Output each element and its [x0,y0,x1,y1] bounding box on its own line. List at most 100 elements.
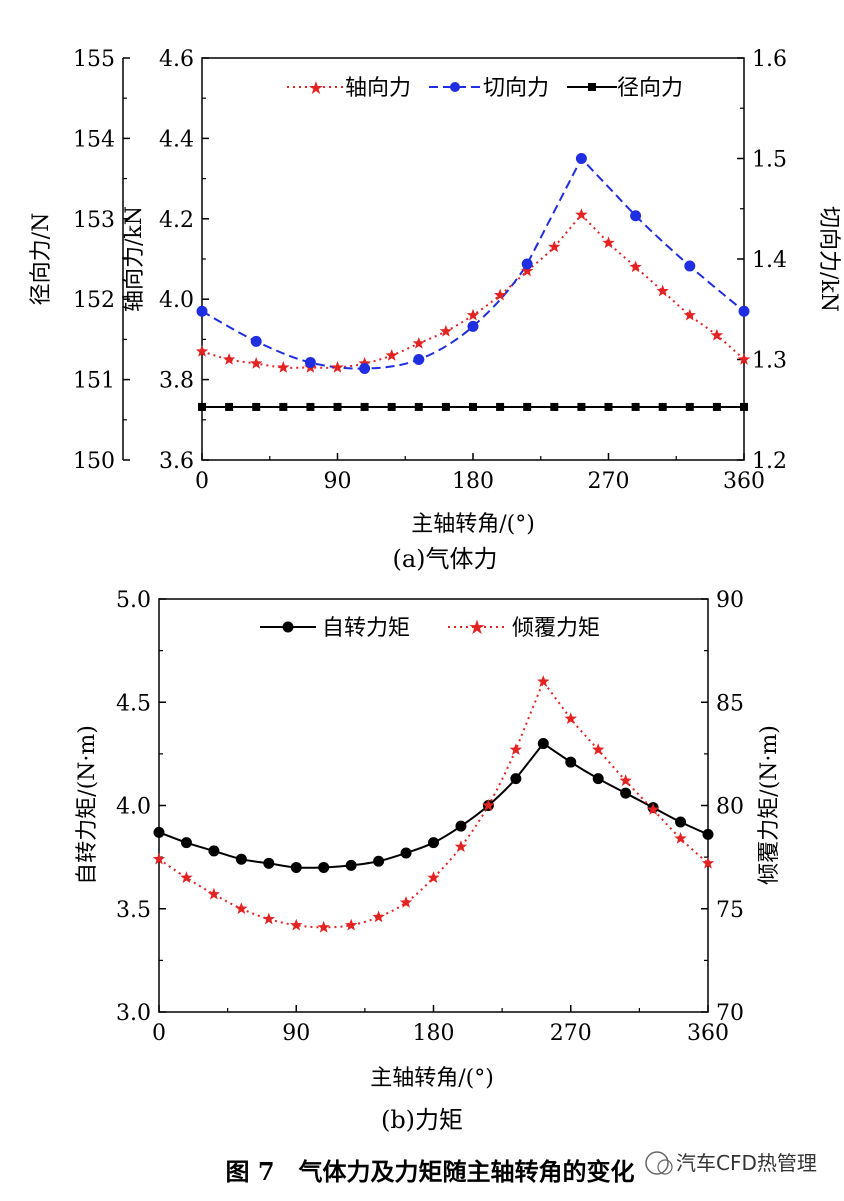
data-point-切向力 [630,210,642,222]
y-tick-label: 155 [73,47,115,72]
data-point-轴向力 [493,288,507,301]
data-point-自转力矩 [318,861,330,873]
data-point-轴向力 [439,324,453,337]
data-point-自转力矩 [702,828,714,840]
data-point-径向力 [279,402,288,411]
watermark-text: 汽车CFD热管理 [676,1151,817,1175]
data-point-径向力 [441,402,450,411]
data-point-自转力矩 [235,853,247,865]
data-point-倾覆力矩 [674,832,687,844]
data-point-径向力 [577,402,586,411]
data-point-轴向力 [466,308,480,321]
data-point-自转力矩 [537,738,549,750]
x-tick-label: 360 [687,1021,729,1046]
y-tick-label: 154 [73,127,115,152]
data-point-径向力 [360,402,369,411]
chart-a-legend: ★ 轴向力 切向力 径向力 [287,76,683,101]
data-point-自转力矩 [208,845,220,857]
chart-a-caption: (a)气体力 [392,545,497,573]
data-point-倾覆力矩 [262,912,275,925]
data-point-切向力 [196,305,208,317]
x-tick-label: 90 [282,1021,310,1046]
data-point-径向力 [685,402,694,411]
y-tick-label: 4.4 [159,127,194,152]
data-point-倾覆力矩 [290,918,303,931]
x-tick-label: 0 [152,1021,166,1046]
y-tick-label: 80 [716,795,744,820]
data-point-倾覆力矩 [344,918,358,931]
y-tick-label: 151 [73,369,115,394]
y-tick-label: 4.0 [159,288,194,313]
data-point-倾覆力矩 [619,774,632,786]
legend-b-circle-marker [282,621,294,633]
data-point-自转力矩 [180,837,192,849]
y-tick-label: 1.6 [752,47,787,72]
data-point-径向力 [198,402,206,411]
y-tick-label: 3.5 [116,898,151,923]
chart-b-caption: (b)力矩 [381,1106,463,1134]
y-tick-label: 3.6 [159,449,194,474]
data-point-切向力 [684,260,696,272]
data-point-轴向力 [575,208,588,221]
y-tick-label: 85 [716,691,744,716]
x-tick-label: 270 [550,1021,592,1046]
x-tick-label: 360 [723,469,765,494]
data-point-径向力 [550,402,559,411]
data-point-倾覆力矩 [372,910,385,923]
data-point-轴向力 [629,260,642,273]
data-point-径向力 [604,402,613,411]
y-tick-label: 3.8 [159,369,194,394]
data-point-自转力矩 [290,861,302,873]
data-point-轴向力 [358,357,371,369]
y-tick-label: 4.2 [159,208,194,233]
data-point-径向力 [658,402,667,411]
legend-a-radial: 径向力 [617,76,683,101]
data-point-自转力矩 [373,855,385,867]
data-point-切向力 [413,354,425,365]
data-point-径向力 [496,402,505,411]
series-line-切向力 [202,156,744,370]
data-point-径向力 [631,402,640,411]
legend-b-rotation: 自转力矩 [322,616,410,641]
x-tick-label: 0 [195,469,209,494]
data-point-倾覆力矩 [482,799,495,811]
data-point-径向力 [712,402,721,411]
data-point-轴向力 [548,240,561,253]
data-point-轴向力 [656,284,669,297]
data-point-轴向力 [250,357,263,369]
data-point-轴向力 [277,361,290,373]
data-point-自转力矩 [592,773,604,785]
data-point-切向力 [250,335,262,347]
chart-a-left-outer-label: 径向力/N [29,213,54,306]
data-point-倾覆力矩 [180,871,193,884]
chart-a: 0 90 180 270 360 150 151 152 153 154 155 3.6 3.8 4.0 4… [29,47,841,573]
data-point-倾覆力矩 [317,920,330,933]
data-point-倾覆力矩 [564,712,577,725]
chart-b-right-label: 倾覆力矩/(N·m) [757,725,782,885]
watermark: 汽车CFD热管理 [645,1151,817,1175]
y-tick-label: 1.5 [752,148,787,173]
y-tick-label: 4.6 [159,47,194,72]
chart-a-right-label: 切向力/kN [816,206,841,312]
chart-b-frame [158,598,709,1013]
data-point-倾覆力矩 [537,675,550,687]
legend-circle-marker [450,82,460,92]
data-point-轴向力 [195,344,209,357]
data-point-轴向力 [521,264,534,277]
data-point-切向力 [304,357,316,369]
data-point-切向力 [521,258,533,270]
data-point-轴向力 [331,361,344,373]
chart-b-left-label: 自转力矩/(N·m) [75,725,100,885]
y-tick-label: 1.2 [752,449,787,474]
data-point-径向力 [469,402,477,411]
data-point-径向力 [740,402,748,411]
data-point-倾覆力矩 [207,887,221,900]
y-tick-label: 90 [716,588,744,613]
data-point-切向力 [359,363,371,375]
data-point-径向力 [306,402,315,411]
chart-b-legend: 自转力矩 ★ 倾覆力矩 [260,615,600,641]
data-point-轴向力 [385,348,398,361]
legend-star-marker: ★ [308,78,324,99]
data-point-倾覆力矩 [152,852,166,865]
y-tick-label: 153 [73,208,115,233]
